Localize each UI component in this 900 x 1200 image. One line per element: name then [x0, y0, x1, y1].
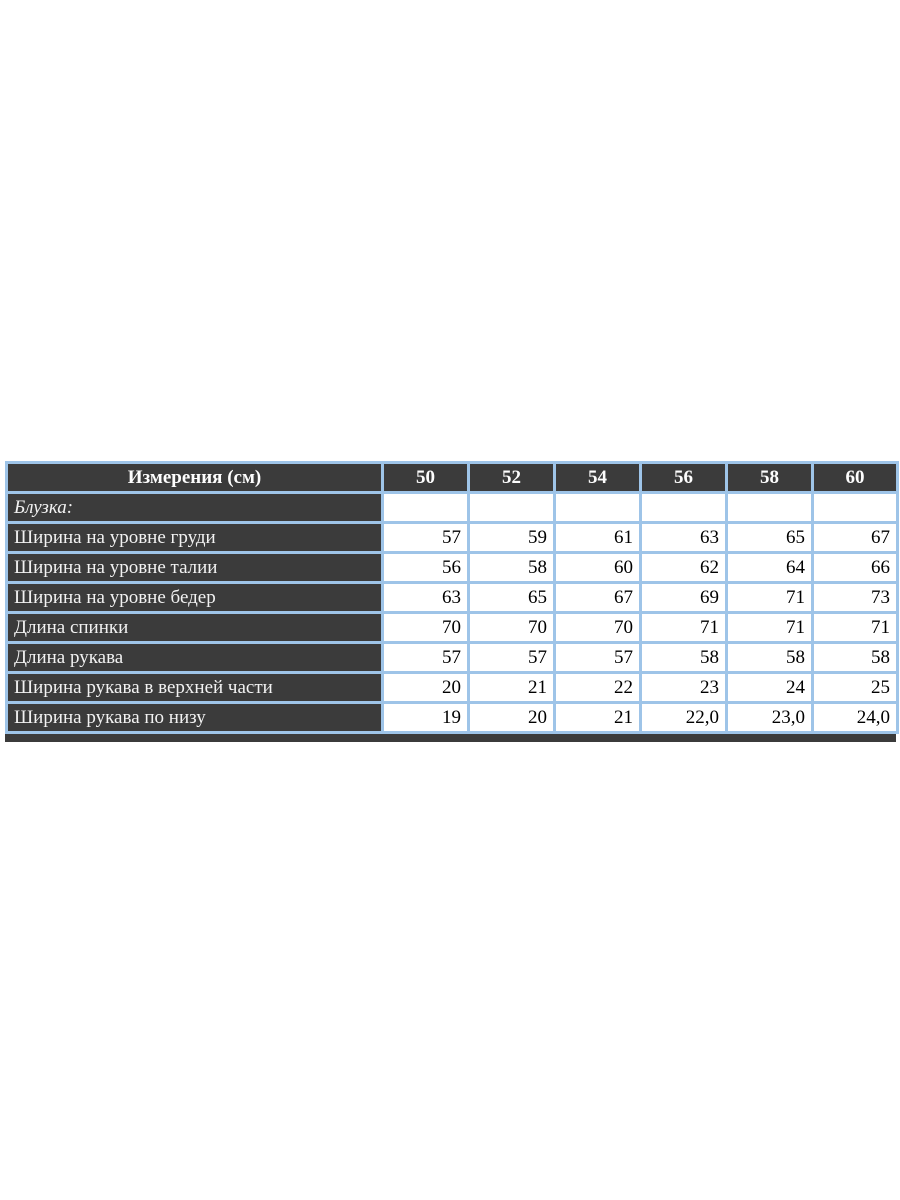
- row-label-chest-width: Ширина на уровне груди: [5, 521, 384, 554]
- value-cell: 23,0: [725, 701, 814, 734]
- value-cell: 70: [467, 611, 556, 644]
- size-header-56: 56: [639, 461, 728, 494]
- value-cell: 20: [467, 701, 556, 734]
- value-cell: 19: [381, 701, 470, 734]
- table-row-section: Блузка:: [5, 491, 899, 524]
- value-cell: 58: [639, 641, 728, 674]
- value-cell: 22: [553, 671, 642, 704]
- value-cell: 70: [381, 611, 470, 644]
- value-cell: 71: [725, 581, 814, 614]
- value-cell: 60: [553, 551, 642, 584]
- value-cell: [553, 491, 642, 524]
- header-row: Измерения (см) 50 52 54 56 58 60: [5, 461, 899, 494]
- size-header-54: 54: [553, 461, 642, 494]
- row-label-bluzka: Блузка:: [5, 491, 384, 524]
- value-cell: 67: [811, 521, 899, 554]
- table-row: Длина спинки 70 70 70 71 71 71: [5, 611, 899, 644]
- value-cell: [639, 491, 728, 524]
- value-cell: 57: [467, 641, 556, 674]
- value-cell: 67: [553, 581, 642, 614]
- value-cell: 20: [381, 671, 470, 704]
- table-row: Ширина на уровне талии 56 58 60 62 64 66: [5, 551, 899, 584]
- value-cell: 61: [553, 521, 642, 554]
- value-cell: 63: [381, 581, 470, 614]
- row-label-sleeve-top-width: Ширина рукава в верхней части: [5, 671, 384, 704]
- row-label-hip-width: Ширина на уровне бедер: [5, 581, 384, 614]
- row-label-back-length: Длина спинки: [5, 611, 384, 644]
- size-chart: Измерения (см) 50 52 54 56 58 60 Блузка:…: [5, 461, 899, 742]
- value-cell: 65: [725, 521, 814, 554]
- value-cell: 58: [467, 551, 556, 584]
- value-cell: [467, 491, 556, 524]
- size-table: Измерения (см) 50 52 54 56 58 60 Блузка:…: [5, 461, 899, 734]
- value-cell: [381, 491, 470, 524]
- row-label-sleeve-bottom-width: Ширина рукава по низу: [5, 701, 384, 734]
- row-label-sleeve-length: Длина рукава: [5, 641, 384, 674]
- value-cell: 57: [381, 521, 470, 554]
- table-row: Длина рукава 57 57 57 58 58 58: [5, 641, 899, 674]
- value-cell: 66: [811, 551, 899, 584]
- table-row: Ширина рукава по низу 19 20 21 22,0 23,0…: [5, 701, 899, 734]
- value-cell: 56: [381, 551, 470, 584]
- value-cell: 65: [467, 581, 556, 614]
- value-cell: 58: [725, 641, 814, 674]
- value-cell: 21: [553, 701, 642, 734]
- value-cell: 73: [811, 581, 899, 614]
- value-cell: [811, 491, 899, 524]
- value-cell: 71: [639, 611, 728, 644]
- value-cell: 21: [467, 671, 556, 704]
- table-row: Ширина на уровне груди 57 59 61 63 65 67: [5, 521, 899, 554]
- value-cell: 58: [811, 641, 899, 674]
- value-cell: 71: [811, 611, 899, 644]
- value-cell: 23: [639, 671, 728, 704]
- measurements-header: Измерения (см): [5, 461, 384, 494]
- value-cell: [725, 491, 814, 524]
- size-header-50: 50: [381, 461, 470, 494]
- table-bottom-bar: [5, 734, 896, 742]
- value-cell: 24,0: [811, 701, 899, 734]
- table-row: Ширина рукава в верхней части 20 21 22 2…: [5, 671, 899, 704]
- value-cell: 62: [639, 551, 728, 584]
- table-row: Ширина на уровне бедер 63 65 67 69 71 73: [5, 581, 899, 614]
- size-header-60: 60: [811, 461, 899, 494]
- value-cell: 57: [553, 641, 642, 674]
- value-cell: 69: [639, 581, 728, 614]
- value-cell: 71: [725, 611, 814, 644]
- row-label-waist-width: Ширина на уровне талии: [5, 551, 384, 584]
- size-header-58: 58: [725, 461, 814, 494]
- value-cell: 59: [467, 521, 556, 554]
- value-cell: 70: [553, 611, 642, 644]
- value-cell: 64: [725, 551, 814, 584]
- size-header-52: 52: [467, 461, 556, 494]
- value-cell: 24: [725, 671, 814, 704]
- value-cell: 22,0: [639, 701, 728, 734]
- value-cell: 63: [639, 521, 728, 554]
- value-cell: 25: [811, 671, 899, 704]
- value-cell: 57: [381, 641, 470, 674]
